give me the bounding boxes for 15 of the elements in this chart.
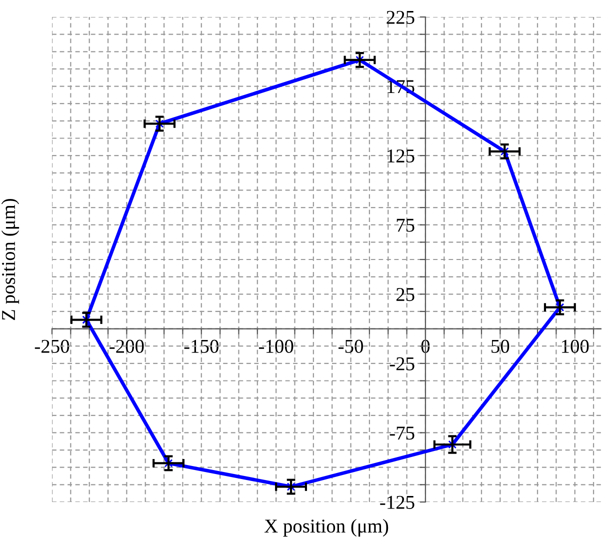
x-tick-label: -200 (110, 340, 144, 353)
x-tick-label: 50 (492, 340, 510, 353)
y-axis-title: Z position (μm) (1, 198, 20, 320)
x-axis-title: X position (μm) (264, 518, 388, 537)
y-tick-label: 75 (396, 218, 414, 232)
x-tick-label: -250 (34, 340, 70, 353)
x-tick-label: -50 (338, 340, 363, 353)
x-tick-label: 100 (562, 340, 589, 353)
y-tick-label: 225 (386, 10, 414, 24)
y-tick-label: -125 (380, 496, 414, 509)
y-tick-label: 125 (388, 149, 414, 163)
y-tick-label: 25 (396, 288, 414, 302)
y-tick-label: -25 (390, 357, 414, 370)
y-tick-label: -75 (390, 426, 414, 440)
x-tick-label: -100 (258, 340, 294, 353)
